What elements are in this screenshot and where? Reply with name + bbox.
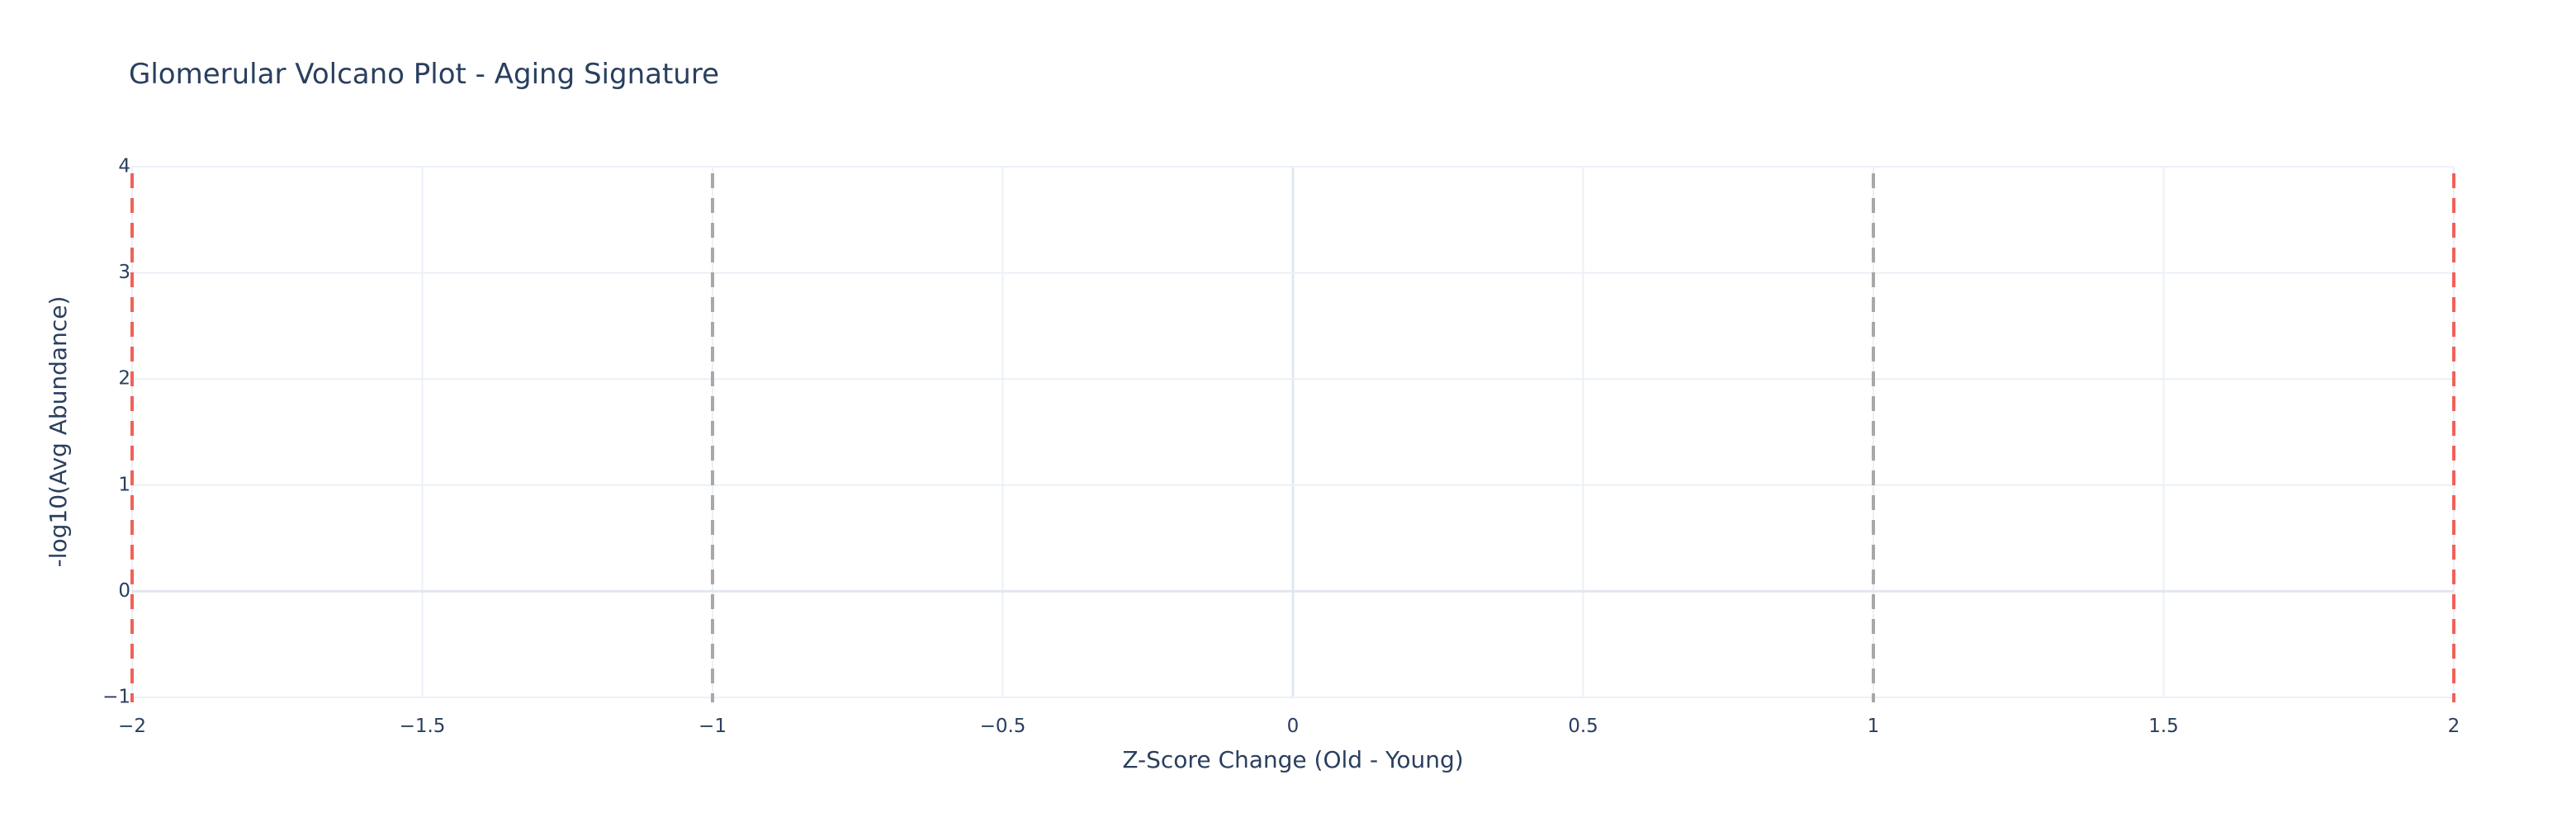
x-tick-label: 1 (1868, 716, 1880, 737)
chart-title: Glomerular Volcano Plot - Aging Signatur… (129, 58, 719, 91)
x-tick-label: 0 (1287, 716, 1300, 737)
plot-area (130, 166, 2455, 702)
y-tick-label: 4 (118, 156, 130, 177)
y-tick-label: 0 (118, 580, 130, 602)
threshold-lines (130, 173, 2455, 702)
x-axis-title: Z-Score Change (Old - Young) (1122, 746, 1463, 773)
x-tick-labels: −2 −1.5 −1 −0.5 0 0.5 1 1.5 2 (118, 716, 2460, 737)
y-tick-label: 1 (118, 474, 130, 495)
y-axis-title: -log10(Avg Abundance) (45, 296, 72, 568)
x-tick-label: 1.5 (2148, 716, 2179, 737)
x-tick-label: 2 (2448, 716, 2460, 737)
y-gridlines (132, 166, 2454, 698)
y-tick-label: −1 (102, 687, 130, 708)
x-tick-label: −2 (118, 716, 146, 737)
x-tick-label: −1 (698, 716, 727, 737)
y-tick-label: 2 (118, 368, 130, 390)
x-tick-label: −1.5 (400, 716, 446, 737)
x-tick-label: −0.5 (980, 716, 1026, 737)
x-gridlines (131, 167, 2455, 697)
y-tick-labels: −1 0 1 2 3 4 (102, 156, 130, 708)
x-tick-label: 0.5 (1568, 716, 1598, 737)
y-tick-label: 3 (118, 262, 130, 283)
